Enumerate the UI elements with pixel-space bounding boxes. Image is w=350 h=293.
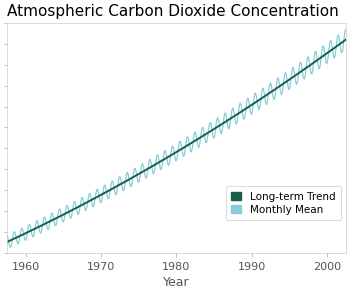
X-axis label: Year: Year	[163, 276, 190, 289]
Legend: Long-term Trend, Monthly Mean: Long-term Trend, Monthly Mean	[226, 186, 341, 220]
Text: Atmospheric Carbon Dioxide Concentration: Atmospheric Carbon Dioxide Concentration	[7, 4, 339, 19]
